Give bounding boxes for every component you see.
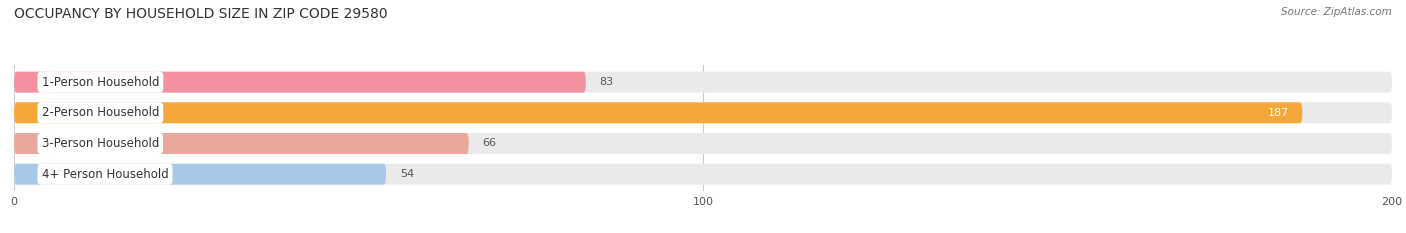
Text: 54: 54 xyxy=(399,169,413,179)
FancyBboxPatch shape xyxy=(14,72,586,93)
FancyBboxPatch shape xyxy=(14,133,468,154)
FancyBboxPatch shape xyxy=(14,72,1392,93)
FancyBboxPatch shape xyxy=(14,133,1392,154)
Text: 4+ Person Household: 4+ Person Household xyxy=(42,168,169,181)
FancyBboxPatch shape xyxy=(14,102,1392,123)
Text: 1-Person Household: 1-Person Household xyxy=(42,76,159,89)
Text: Source: ZipAtlas.com: Source: ZipAtlas.com xyxy=(1281,7,1392,17)
Text: 2-Person Household: 2-Person Household xyxy=(42,106,159,119)
FancyBboxPatch shape xyxy=(14,164,387,185)
Text: 187: 187 xyxy=(1267,108,1289,118)
FancyBboxPatch shape xyxy=(14,102,1302,123)
Text: OCCUPANCY BY HOUSEHOLD SIZE IN ZIP CODE 29580: OCCUPANCY BY HOUSEHOLD SIZE IN ZIP CODE … xyxy=(14,7,388,21)
FancyBboxPatch shape xyxy=(14,164,1392,185)
Text: 3-Person Household: 3-Person Household xyxy=(42,137,159,150)
Text: 83: 83 xyxy=(599,77,614,87)
Text: 66: 66 xyxy=(482,138,496,148)
